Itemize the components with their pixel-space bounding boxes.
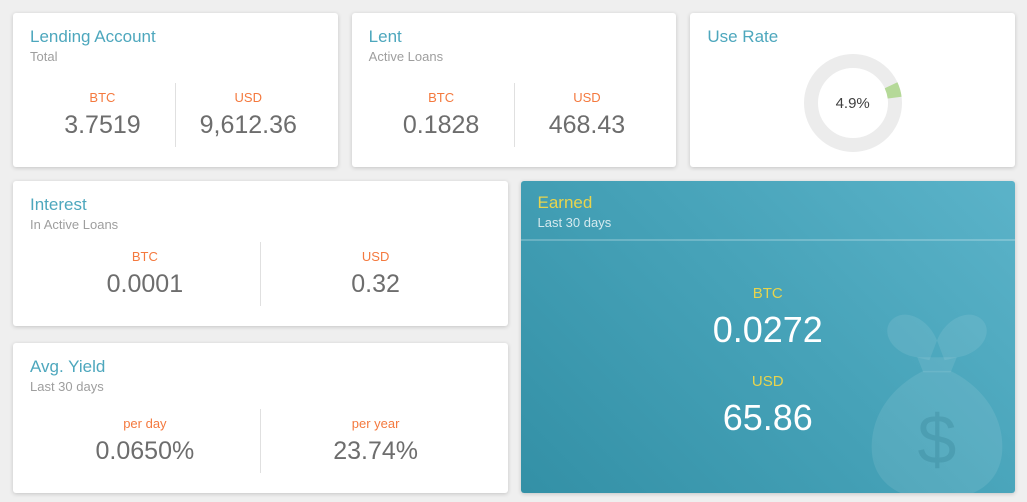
donut-svg: [803, 54, 902, 153]
donut-center-label: 4.9%: [835, 94, 870, 112]
period-value: 0.0650%: [95, 437, 195, 466]
currency-value: 0.0272: [712, 308, 823, 350]
currency-value: 9,612.36: [199, 111, 297, 140]
currency-value: 0.1828: [402, 111, 480, 140]
btc-column: BTC 0.1828: [369, 90, 514, 140]
currency-value: 468.43: [548, 111, 626, 140]
per-year-column: per year 23.74%: [261, 416, 491, 466]
currency-label: BTC: [131, 249, 158, 265]
currency-label: USD: [361, 249, 390, 265]
currency-value: 65.86: [722, 397, 813, 439]
currency-label: BTC: [89, 90, 116, 106]
card-title: Lending Account: [30, 27, 156, 46]
column-divider: [259, 242, 261, 306]
value-columns: BTC 0.1828 USD 468.43: [369, 83, 660, 155]
currency-label: USD: [573, 90, 601, 106]
currency-value: 0.0001: [106, 270, 184, 299]
card-lent: Lent Active Loans BTC 0.1828 USD 468.43: [351, 13, 677, 167]
period-label: per year: [351, 416, 400, 432]
currency-label: BTC: [428, 90, 455, 106]
card-interest: Interest In Active Loans BTC 0.0001 USD …: [13, 181, 508, 326]
usd-column: USD 468.43: [515, 90, 660, 140]
currency-value: 3.7519: [64, 111, 141, 140]
period-value: 23.74%: [333, 437, 419, 466]
card-subtitle: Active Loans: [368, 49, 444, 65]
card-title: Earned: [537, 193, 593, 212]
use-rate-donut-chart: 4.9%: [803, 53, 903, 153]
card-title: Lent: [368, 27, 402, 46]
card-avg-yield: Avg. Yield Last 30 days per day 0.0650% …: [13, 343, 508, 493]
card-title: Avg. Yield: [30, 357, 106, 376]
card-subtitle: Last 30 days: [30, 379, 104, 395]
card-subtitle: In Active Loans: [30, 217, 119, 233]
card-lending-account: Lending Account Total BTC 3.7519 USD 9,6…: [13, 13, 338, 167]
card-title: Interest: [30, 195, 87, 214]
currency-value: 0.32: [351, 270, 400, 299]
left-column: Interest In Active Loans BTC 0.0001 USD …: [13, 181, 508, 493]
btc-column: BTC 0.0001: [30, 249, 260, 299]
usd-column: USD 9,612.36: [176, 90, 321, 140]
money-bag-icon: $: [871, 314, 1003, 493]
per-day-column: per day 0.0650%: [30, 416, 260, 466]
currency-label: USD: [234, 90, 262, 106]
btc-column: BTC 3.7519: [30, 90, 175, 140]
column-divider: [174, 83, 176, 147]
currency-label: BTC: [752, 284, 783, 302]
dollar-sign-glyph: $: [918, 401, 957, 479]
value-columns: BTC 3.7519 USD 9,612.36: [30, 83, 321, 155]
card-title: Use Rate: [707, 27, 779, 46]
summary-row-top: Lending Account Total BTC 3.7519 USD 9,6…: [13, 13, 1016, 167]
donut-track: [803, 54, 902, 153]
card-subtitle: Total: [30, 49, 58, 65]
earned-header: Earned Last 30 days: [520, 181, 1015, 242]
donut-segment: [803, 54, 902, 153]
value-columns: BTC 0.0001 USD 0.32: [30, 242, 491, 314]
period-label: per day: [123, 416, 167, 432]
usd-column: USD 0.32: [261, 249, 491, 299]
currency-label: USD: [751, 373, 784, 391]
column-divider: [513, 83, 515, 147]
summary-row-bottom: Interest In Active Loans BTC 0.0001 USD …: [13, 181, 1015, 493]
card-use-rate: Use Rate 4.9%: [690, 13, 1016, 167]
card-earned: Earned Last 30 days BTC 0.0272 USD 65.86…: [520, 181, 1016, 493]
card-subtitle: Last 30 days: [537, 215, 612, 231]
value-columns: per day 0.0650% per year 23.74%: [30, 409, 491, 481]
earned-values: BTC 0.0272 USD 65.86: [521, 241, 1016, 493]
column-divider: [259, 409, 261, 473]
